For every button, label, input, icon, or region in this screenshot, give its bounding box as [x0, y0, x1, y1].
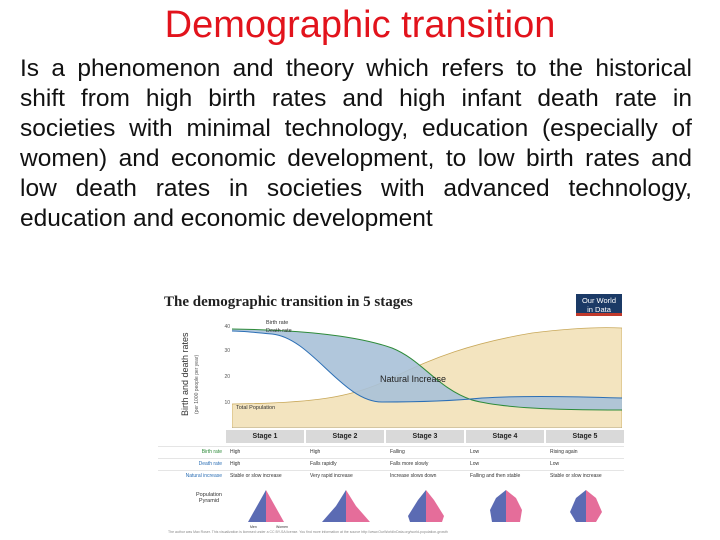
demographic-transition-figure: The demographic transition in 5 stages O… [158, 292, 624, 538]
y-axis-subtitle: (per 1000 people per year) [194, 354, 200, 414]
table-cell: High [230, 449, 241, 455]
our-world-in-data-logo: Our World in Data [576, 294, 622, 316]
table-cell: High [310, 449, 321, 455]
figure-source-footer: The author was Max Roser. This visualiza… [168, 530, 448, 534]
row-label: Death rate [198, 461, 222, 467]
pyramid-row-label: Population Pyramid [194, 492, 224, 504]
table-cell: Low [470, 461, 480, 467]
table-cell: High [230, 461, 241, 467]
table-cell: Low [470, 449, 480, 455]
population-pyramid-stage-1 [248, 490, 284, 522]
table-row: Natural increase Stable or slow increase… [158, 470, 624, 482]
row-label: Natural increase [185, 473, 222, 479]
y-tick: 20 [224, 374, 230, 380]
y-tick: 30 [224, 348, 230, 354]
y-axis-title: Birth and death rates [180, 332, 190, 416]
y-tick: 10 [224, 400, 230, 406]
pyramid-label-line1: Population [196, 492, 222, 498]
stage-header: Stage 1 [226, 430, 304, 443]
population-pyramid-stage-4 [490, 490, 522, 522]
table-cell: Rising again [550, 449, 578, 455]
population-pyramid-stage-3 [408, 490, 444, 522]
total-population-annotation: Total Population [236, 405, 276, 411]
y-axis-label: Birth and death rates (per 1000 people p… [180, 332, 200, 416]
death-rate-line [232, 330, 622, 403]
table-cell: Stable or slow increase [550, 473, 602, 479]
table-row: Death rate High Falls rapidly Falls more… [158, 458, 624, 470]
stage-header: Stage 2 [306, 430, 384, 443]
figure-title: The demographic transition in 5 stages [164, 294, 413, 310]
table-cell: Very rapid increase [310, 473, 353, 479]
pyramid-axis-women: Women [276, 525, 288, 529]
transition-plot [232, 327, 622, 428]
logo-line2: in Data [587, 305, 611, 314]
stage-header: Stage 5 [546, 430, 624, 443]
y-tick: 40 [224, 324, 230, 330]
table-cell: Falling and then stable [470, 473, 521, 479]
page-title: Demographic transition [164, 4, 556, 46]
birth-rate-annotation: Birth rate [266, 320, 289, 326]
table-row: Birth rate High High Falling Low Rising … [158, 446, 624, 458]
pyramid-axis-men: Men [250, 525, 257, 529]
table-cell: Stable or slow increase [230, 473, 282, 479]
birth-rate-line [232, 328, 622, 411]
logo-line1: Our World [581, 296, 617, 305]
death-rate-annotation: Death rate [266, 328, 292, 334]
natural-increase-annotation: Natural Increase [380, 374, 447, 384]
table-cell: Falls more slowly [390, 461, 429, 467]
stage-header: Stage 4 [466, 430, 544, 443]
table-cell: Low [550, 461, 560, 467]
population-pyramid-stage-5 [570, 490, 602, 522]
natural-increase-area [232, 329, 622, 410]
table-cell: Falls rapidly [310, 461, 337, 467]
table-cell: Falling [390, 449, 405, 455]
definition-paragraph: Is a phenomenon and theory which refers … [20, 55, 692, 232]
row-label: Birth rate [201, 449, 222, 455]
stage-header: Stage 3 [386, 430, 464, 443]
pyramid-label-line2: Pyramid [198, 498, 220, 504]
population-pyramid-stage-2 [322, 490, 370, 522]
table-cell: Increase slows down [390, 473, 437, 479]
